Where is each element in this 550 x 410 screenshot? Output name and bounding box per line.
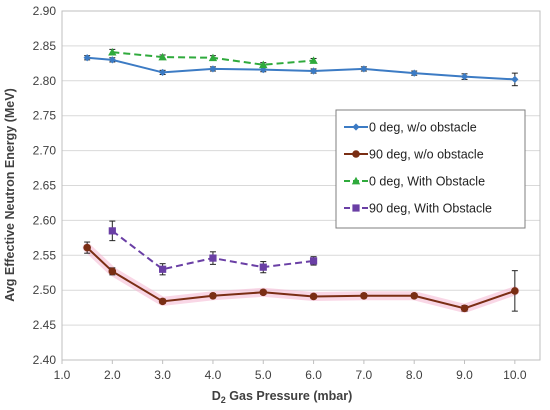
data-point xyxy=(259,66,267,74)
y-tick-label: 2.45 xyxy=(33,318,57,332)
legend-marker xyxy=(352,204,360,212)
data-point xyxy=(460,304,469,313)
x-axis-title-rest: Gas Pressure (mbar) xyxy=(226,389,352,403)
x-tick-label: 2.0 xyxy=(104,368,121,382)
y-tick-label: 2.75 xyxy=(33,109,57,123)
x-tick-labels: 1.0 2.0 3.0 4.0 5.0 6.0 7.0 8.0 9.0 10.0 xyxy=(54,368,527,382)
legend-entry-label: 90 deg, w/o obstacle xyxy=(369,148,484,162)
data-point xyxy=(511,287,519,295)
data-point xyxy=(108,56,116,64)
y-axis-title: Avg Effective Neutron Energy (MeV) xyxy=(3,88,17,301)
x-tick-label: 9.0 xyxy=(456,368,473,382)
data-point xyxy=(158,52,167,61)
y-tick-label: 2.85 xyxy=(33,39,57,53)
data-point xyxy=(410,69,418,77)
data-point xyxy=(309,67,318,75)
data-point xyxy=(259,60,268,69)
y-tick-labels: 2.40 2.45 2.50 2.55 2.60 2.65 2.70 2.75 2.80 2.85… xyxy=(33,4,57,367)
x-tick-label: 1.0 xyxy=(54,368,71,382)
data-point xyxy=(108,267,117,276)
x-axis-title-main: D xyxy=(212,389,221,403)
series-line xyxy=(87,56,515,81)
data-point xyxy=(159,68,167,77)
x-tick-label: 6.0 xyxy=(305,368,322,382)
legend-entry-label: 0 deg, w/o obstacle xyxy=(369,121,477,135)
legend-marker xyxy=(352,123,360,131)
data-point xyxy=(83,54,91,62)
legend-marker xyxy=(351,176,361,185)
y-tick-label: 2.90 xyxy=(33,4,57,18)
y-tick-label: 2.50 xyxy=(33,283,57,297)
data-point xyxy=(108,47,117,56)
data-point xyxy=(259,263,267,271)
data-point xyxy=(209,291,217,300)
data-point xyxy=(410,291,419,300)
x-tick-label: 10.0 xyxy=(503,368,527,382)
y-tick-label: 2.60 xyxy=(33,213,57,227)
data-point xyxy=(159,265,167,273)
x-axis-title-subscript: 2 xyxy=(221,395,226,405)
data-point xyxy=(209,254,217,262)
x-tick-label: 3.0 xyxy=(154,368,171,382)
legend-entry-label: 0 deg, With Obstacle xyxy=(369,175,485,189)
x-tick-label: 8.0 xyxy=(406,368,423,382)
data-point xyxy=(259,288,268,297)
data-point xyxy=(511,75,519,84)
data-point xyxy=(360,65,368,73)
data-point xyxy=(309,257,318,265)
data-point xyxy=(108,227,116,235)
data-point xyxy=(158,297,167,306)
series-group xyxy=(82,47,520,313)
y-tick-label: 2.80 xyxy=(33,74,57,88)
series-2 xyxy=(83,241,519,313)
data-point xyxy=(309,56,318,64)
y-tick-label: 2.65 xyxy=(33,179,57,193)
x-axis-title: D2 Gas Pressure (mbar) xyxy=(212,389,353,405)
data-point xyxy=(360,291,368,300)
x-tick-label: 5.0 xyxy=(255,368,272,382)
legend-marker xyxy=(352,150,360,158)
legend: 0 deg, w/o obstacle 90 deg, w/o obstacle 0… xyxy=(335,109,526,229)
data-point xyxy=(83,243,91,252)
axes xyxy=(61,10,541,364)
series-3 xyxy=(108,47,318,69)
series-4 xyxy=(108,220,318,276)
series-1 xyxy=(83,54,519,87)
data-point xyxy=(208,53,218,62)
x-tick-label: 7.0 xyxy=(356,368,373,382)
data-point xyxy=(209,65,217,73)
y-tick-label: 2.55 xyxy=(33,248,57,262)
x-tick-label: 4.0 xyxy=(205,368,222,382)
data-point xyxy=(309,292,318,301)
series-line xyxy=(86,246,516,310)
legend-entry-label: 90 deg, With Obstacle xyxy=(369,202,492,216)
y-tick-label: 2.70 xyxy=(33,144,57,158)
data-point xyxy=(460,73,469,81)
y-tick-label: 2.40 xyxy=(33,353,57,367)
plot-area-border xyxy=(61,10,541,361)
